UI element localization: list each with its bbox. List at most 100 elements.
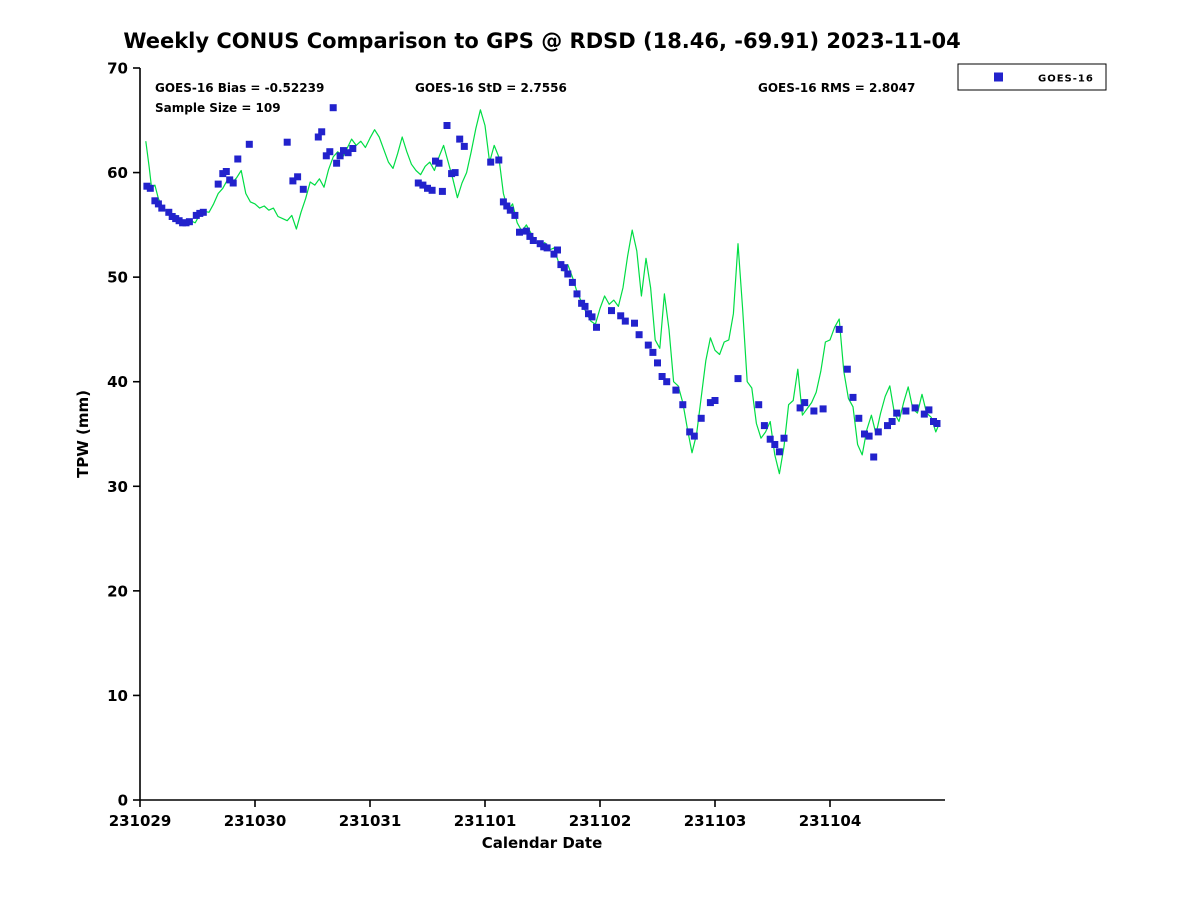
goes16-marker [593,323,600,331]
legend-box [957,63,1107,91]
goes16-marker [245,140,253,148]
goes16-marker [456,135,464,143]
goes16-marker [165,208,173,216]
goes16-marker [775,448,783,456]
goes16-marker [810,407,818,415]
goes16-marker [621,317,629,325]
goes16-marker [760,422,768,430]
goes16-marker [333,159,341,167]
goes16-marker [495,156,503,164]
goes16-marker [925,406,933,414]
goes16-marker [884,422,891,430]
goes16-marker [734,375,742,383]
goes16-marker [294,173,302,181]
x-tick-label: 231104 [799,812,862,830]
goes16-marker [460,142,468,150]
goes16-marker [635,331,643,339]
x-tick-label: 231031 [339,812,402,830]
goes16-marker [690,432,698,440]
goes16-marker [344,149,352,157]
y-tick-label: 10 [107,687,128,705]
goes16-marker [608,307,615,315]
goes16-marker [819,405,827,413]
chart-title: Weekly CONUS Comparison to GPS @ RDSD (1… [123,29,960,53]
goes16-marker [314,133,322,141]
goes16-marker [329,104,337,112]
goes16-marker [588,313,596,321]
goes16-marker [511,211,519,219]
goes16-marker [503,202,511,210]
goes16-marker [888,418,896,425]
goes16-marker [920,410,928,418]
goes16-marker [631,319,638,327]
goes16-marker [543,244,551,252]
goes16-marker [506,206,514,214]
goes16-marker [679,401,687,409]
y-tick-label: 60 [107,164,128,182]
gps-line [145,109,940,475]
goes16-marker [711,397,719,404]
goes16-marker [451,169,459,177]
goes16-marker [843,365,851,373]
goes16-marker [933,420,941,427]
annotation-sample-size: Sample Size = 109 [155,101,281,115]
y-tick-label: 20 [107,582,128,600]
goes16-marker [487,158,495,166]
annotation-rms: GOES-16 RMS = 2.8047 [758,81,915,95]
goes16-marker [771,441,779,448]
goes16-marker [283,138,291,146]
goes16-marker [874,428,882,436]
goes16-marker [146,184,154,192]
goes16-marker [299,185,307,193]
y-tick-label: 70 [107,60,128,78]
x-tick-label: 231029 [109,812,172,830]
goes16-marker [893,409,901,417]
goes16-marker [499,198,507,206]
goes16-marker [326,148,334,156]
y-tick-label: 0 [118,792,128,810]
goes16-marker [706,399,714,407]
goes16-marker [911,404,919,412]
goes16-marker [336,152,344,160]
x-axis-label: Calendar Date [482,834,603,852]
legend-goes16-label: GOES-16 [1038,74,1094,85]
x-tick-label: 231030 [224,812,287,830]
goes16-marker [564,270,572,278]
goes16-marker [414,179,422,187]
goes16-marker [568,278,576,286]
y-tick-label: 30 [107,478,128,496]
goes16-marker [573,290,581,298]
goes16-marker [649,348,657,356]
goes16-marker [849,393,857,401]
goes16-marker [289,177,297,185]
goes16-marker [424,184,431,192]
goes16-marker [349,145,357,152]
goes16-marker [870,453,878,461]
goes16-marker [902,407,910,415]
x-tick-label: 231103 [684,812,747,830]
goes16-marker [766,435,774,443]
goes16-marker [697,414,705,422]
goes16-marker [222,168,230,175]
goes16-marker [801,399,809,407]
goes16-marker [526,232,534,240]
goes16-marker [780,434,788,442]
goes16-marker [158,204,166,212]
goes16-marker [861,430,868,438]
plot-area: 0 10 20 30 40 50 60 70 231029 231030 231031 231101 2… [107,60,945,830]
goes16-marker [234,155,242,163]
goes16-marker [865,432,873,440]
goes16-marker [855,414,863,422]
x-tick-label: 231102 [569,812,632,830]
goes16-marker [318,128,326,136]
x-tick-label: 231101 [454,812,517,830]
goes16-marker [419,181,427,189]
goes16-marker [428,186,436,194]
goes16-marker [686,428,694,436]
y-tick-label: 50 [107,269,128,287]
annotation-bias: GOES-16 Bias = -0.52239 [155,81,324,95]
goes16-marker [663,378,671,386]
goes16-marker [199,208,207,216]
